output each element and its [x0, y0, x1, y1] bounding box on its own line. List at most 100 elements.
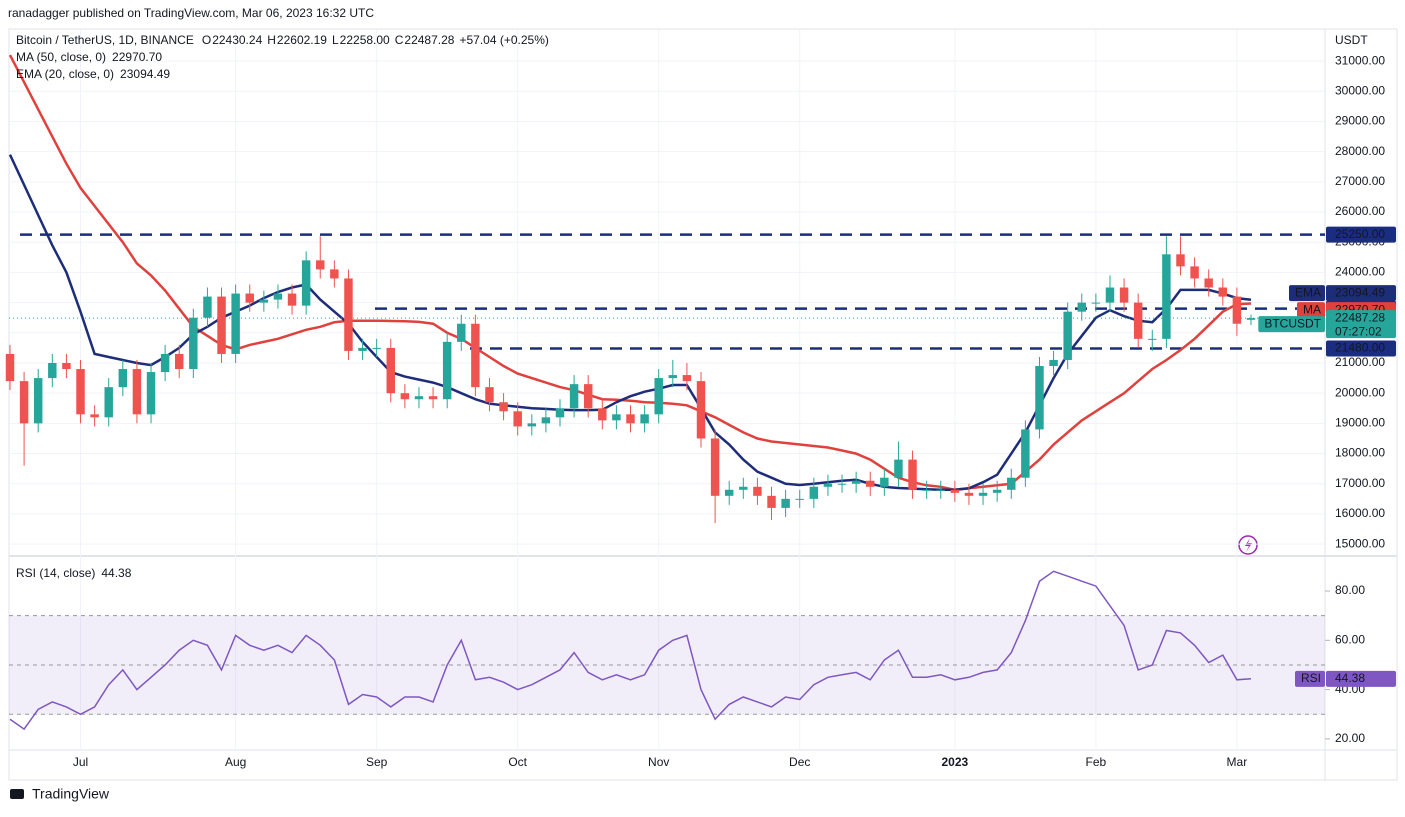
- legend-text: 22430.24: [212, 33, 262, 47]
- candle-body: [851, 480, 861, 484]
- y-tick-label: 19000.00: [1335, 416, 1385, 430]
- candle-body: [189, 317, 198, 370]
- candle-body: [696, 381, 706, 439]
- x-tick-label: Jul: [73, 755, 88, 769]
- rsi-tick-label: 60.00: [1335, 632, 1365, 646]
- candle-body: [1190, 266, 1199, 279]
- candle-body: [231, 293, 240, 354]
- candle-body: [767, 495, 776, 508]
- legend-text: Bitcoin / TetherUS, 1D, BINANCE: [16, 33, 194, 47]
- candle-body: [499, 402, 508, 412]
- candle-body: [612, 414, 621, 421]
- candle-body: [541, 417, 551, 424]
- y-tick-label: 17000.00: [1335, 476, 1385, 490]
- ma-line: [8, 54, 1252, 492]
- candle-body: [358, 347, 367, 351]
- candle-body: [90, 414, 99, 418]
- frame: [8, 28, 1398, 781]
- candle-body: [1232, 296, 1242, 324]
- legend-text: L: [332, 33, 339, 47]
- y-tick-label: 24000.00: [1335, 265, 1385, 279]
- publisher: ranadagger published on TradingView.com,…: [8, 6, 374, 20]
- last-price-label: 22487.28: [1335, 310, 1385, 324]
- candle-body: [62, 362, 71, 370]
- candle-body: [301, 260, 311, 306]
- y-tick-label: 28000.00: [1335, 144, 1385, 158]
- candle-body: [654, 378, 663, 415]
- candle-body: [273, 293, 283, 300]
- candle-body: [1204, 278, 1213, 288]
- candle-body: [203, 296, 212, 318]
- legend-text: MA (50, close, 0): [16, 50, 106, 64]
- candle-body: [922, 489, 931, 491]
- candle-body: [668, 375, 678, 379]
- candle-body: [682, 375, 692, 382]
- x-tick-label: Aug: [225, 755, 246, 769]
- legend-text: +57.04 (+0.25%): [459, 33, 548, 47]
- series-badge-tag-bg: [1288, 285, 1325, 302]
- candle-body: [1021, 429, 1030, 478]
- candle-body: [442, 341, 452, 400]
- candle-body: [33, 378, 43, 424]
- candle-body: [414, 396, 424, 400]
- rsi-line: [9, 570, 1252, 731]
- candle-body: [48, 362, 57, 379]
- brand-logo: [10, 789, 24, 799]
- x-tick-label: 2023: [942, 755, 969, 769]
- candle-body: [527, 423, 537, 427]
- candle-body: [1162, 254, 1171, 339]
- legend-text: 22258.00: [340, 33, 390, 47]
- legend-text: 23094.49: [120, 67, 170, 81]
- candle-body: [400, 393, 410, 400]
- series-badge-bg: [1326, 285, 1396, 302]
- x-tick-label: Dec: [789, 755, 810, 769]
- candle-body: [1176, 254, 1185, 267]
- candle-body: [823, 483, 833, 487]
- legend-text: 22970.70: [112, 50, 162, 64]
- y-tick-label: 21000.00: [1335, 355, 1385, 369]
- candle-body: [146, 372, 156, 415]
- candle-body: [19, 381, 29, 424]
- legend-text: 22602.19: [277, 33, 327, 47]
- candle-body: [978, 492, 988, 496]
- candle-body: [1148, 338, 1157, 340]
- event-icon-bolt: [1245, 538, 1252, 552]
- candle-body: [428, 396, 438, 400]
- candle-body: [724, 489, 734, 496]
- candle-body: [174, 353, 184, 370]
- currency: USDT: [1335, 33, 1368, 47]
- candle-body: [795, 498, 804, 500]
- level-badge-bg: [1326, 340, 1396, 357]
- rsi-badge-bg: [1326, 670, 1396, 687]
- candle-body: [739, 486, 748, 490]
- y-tick-label: 26000.00: [1335, 204, 1385, 218]
- legend-text: 22487.28: [404, 33, 454, 47]
- candle-body: [1218, 287, 1228, 297]
- candle-body: [866, 480, 875, 487]
- y-tick-label: 27000.00: [1335, 174, 1385, 188]
- candle-body: [372, 347, 381, 349]
- candle-body: [1091, 302, 1101, 304]
- rsi-title: RSI (14, close): [16, 566, 95, 580]
- candle-body: [626, 414, 635, 424]
- candle-body: [569, 384, 579, 409]
- level-label: 21480.00: [1335, 341, 1385, 355]
- rsi-badge-tag-bg: [1294, 670, 1325, 687]
- candle-body: [583, 384, 593, 409]
- candle-body: [217, 296, 226, 354]
- candle-body: [710, 438, 720, 496]
- candle-body: [1049, 359, 1058, 367]
- candle-body: [753, 486, 762, 496]
- event-icon[interactable]: [1238, 535, 1258, 555]
- candle-body: [287, 293, 297, 306]
- candle-body: [880, 477, 889, 487]
- x-tick-label: Oct: [508, 755, 527, 769]
- series-last-label: 23094.49: [1335, 285, 1385, 299]
- candle-body: [640, 414, 649, 424]
- legend-text: EMA (20, close, 0): [16, 67, 114, 81]
- candle-body: [245, 293, 254, 303]
- candle-body: [457, 323, 466, 342]
- y-tick-label: 16000.00: [1335, 506, 1385, 520]
- candle-body: [160, 353, 170, 373]
